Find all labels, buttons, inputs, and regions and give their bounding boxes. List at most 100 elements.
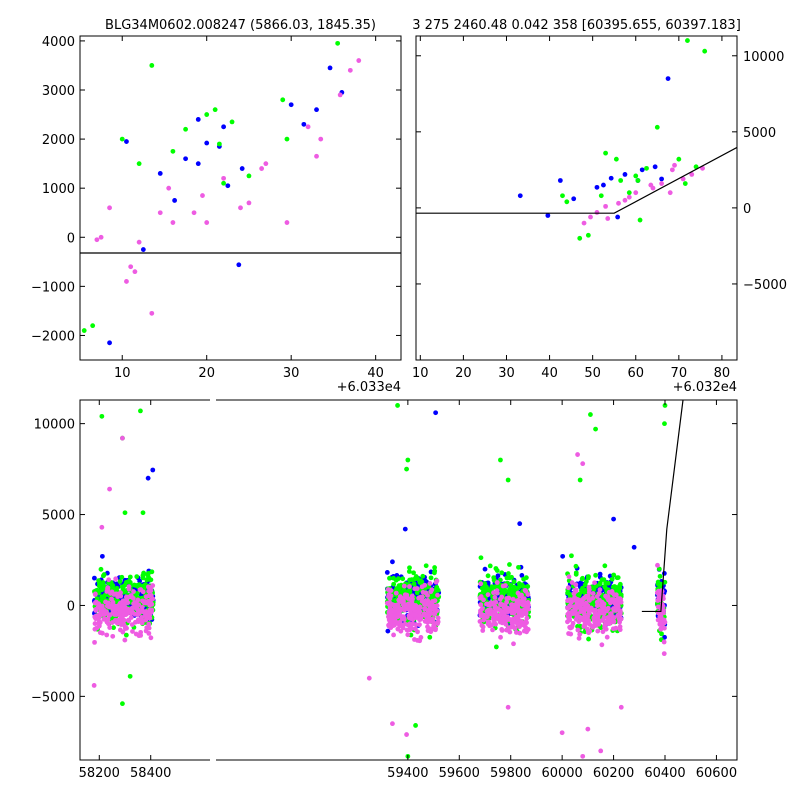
- data-point: [569, 623, 575, 629]
- data-point: [104, 589, 110, 594]
- data-point: [669, 167, 675, 173]
- data-point: [588, 605, 594, 611]
- data-point: [397, 586, 402, 592]
- data-point: [491, 590, 496, 596]
- plot-marks: [91, 400, 684, 759]
- data-point: [514, 598, 520, 604]
- data-point: [598, 625, 604, 631]
- data-point: [140, 247, 146, 252]
- x-tick-label: 60: [627, 366, 644, 381]
- data-point: [123, 626, 128, 631]
- data-point: [487, 623, 492, 629]
- x-offset-label: +6.032e4: [673, 380, 737, 395]
- data-point: [502, 618, 508, 624]
- data-point: [659, 181, 664, 186]
- data-point: [407, 584, 412, 589]
- data-point: [586, 636, 591, 642]
- series-1: [560, 38, 708, 241]
- data-point: [545, 213, 551, 218]
- data-point: [659, 625, 664, 631]
- data-point: [390, 721, 395, 727]
- data-point: [580, 575, 585, 581]
- data-point: [195, 117, 201, 122]
- data-point: [434, 578, 440, 584]
- data-point: [140, 510, 146, 516]
- data-point: [610, 626, 616, 632]
- data-point: [166, 185, 172, 191]
- series-2: [581, 162, 705, 226]
- data-point: [143, 617, 149, 623]
- data-point: [422, 606, 427, 612]
- data-point: [136, 239, 142, 245]
- data-point: [404, 732, 409, 737]
- data-point: [575, 597, 580, 603]
- data-point: [146, 625, 152, 631]
- data-point: [487, 563, 493, 569]
- data-point: [221, 175, 227, 181]
- data-point: [107, 340, 112, 346]
- data-point: [618, 704, 624, 710]
- data-point: [492, 604, 498, 610]
- data-point: [586, 590, 592, 595]
- data-point: [126, 584, 132, 590]
- data-point: [149, 63, 155, 68]
- data-point: [157, 210, 163, 216]
- data-point: [386, 594, 391, 600]
- data-point: [413, 622, 419, 628]
- data-point: [427, 626, 433, 632]
- data-point: [635, 178, 641, 183]
- data-point: [238, 205, 243, 211]
- x-tick-label: 10: [412, 366, 429, 381]
- data-point: [566, 631, 571, 636]
- data-point: [98, 607, 104, 613]
- data-point: [566, 617, 572, 623]
- data-point: [423, 563, 429, 569]
- data-point: [494, 580, 500, 585]
- y-tick-label: 10000: [743, 50, 784, 65]
- data-point: [584, 606, 590, 612]
- data-point: [662, 421, 667, 427]
- data-point: [118, 622, 124, 627]
- data-point: [146, 621, 152, 627]
- data-point: [601, 182, 606, 188]
- data-point: [94, 237, 100, 243]
- data-point: [404, 466, 409, 472]
- data-point: [512, 609, 518, 614]
- data-point: [138, 408, 143, 414]
- data-point: [392, 618, 398, 624]
- series-2: [91, 435, 668, 759]
- data-point: [425, 593, 430, 598]
- data-point: [417, 622, 422, 628]
- data-point: [123, 632, 129, 638]
- data-point: [138, 632, 144, 638]
- data-point: [148, 577, 154, 583]
- data-point: [504, 599, 510, 605]
- data-point: [506, 571, 511, 576]
- data-point: [121, 617, 127, 623]
- plot-frame: [415, 35, 738, 361]
- data-point: [615, 602, 620, 608]
- plot-area: [416, 36, 737, 360]
- series-2: [94, 58, 362, 316]
- data-point: [259, 166, 265, 171]
- data-point: [136, 161, 142, 167]
- data-point: [659, 601, 665, 607]
- data-point: [519, 573, 525, 578]
- data-point: [388, 588, 394, 593]
- data-point: [617, 624, 623, 630]
- data-point: [318, 136, 324, 142]
- data-point: [98, 581, 104, 587]
- data-point: [500, 588, 505, 594]
- y-tick-label: 1000: [42, 182, 75, 197]
- data-point: [577, 235, 583, 241]
- data-point: [505, 614, 510, 620]
- data-point: [507, 629, 513, 635]
- data-point: [577, 602, 583, 608]
- data-point: [81, 328, 87, 333]
- data-point: [486, 619, 492, 625]
- data-point: [431, 592, 437, 598]
- data-point: [588, 214, 593, 220]
- x-tick-label: 10: [114, 366, 131, 381]
- data-point: [603, 607, 609, 613]
- data-point: [109, 620, 115, 625]
